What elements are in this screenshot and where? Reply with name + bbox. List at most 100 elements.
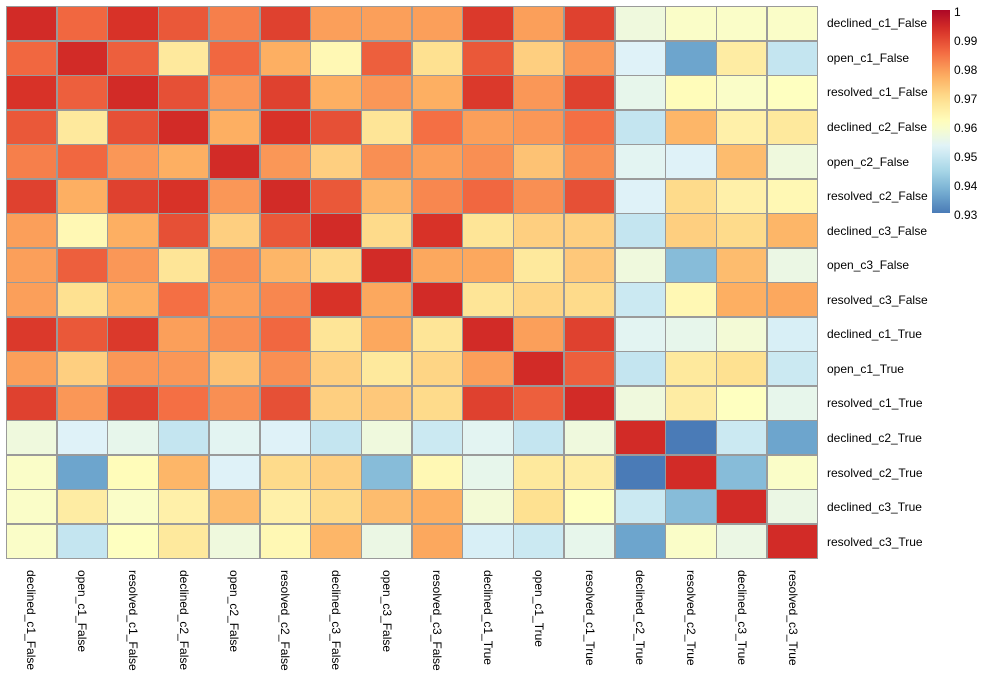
- heatmap-cell: [615, 7, 665, 41]
- heatmap-cell: [57, 7, 107, 41]
- heatmap-cell: [615, 386, 665, 420]
- heatmap-cell: [209, 455, 260, 489]
- heatmap-cell: [311, 7, 361, 41]
- heatmap-cell: [362, 455, 412, 489]
- heatmap-cell: [412, 352, 462, 386]
- heatmap-cell: [159, 524, 209, 558]
- row-label: open_c3_False: [827, 258, 910, 273]
- row-label: resolved_c1_True: [827, 396, 923, 411]
- heatmap-cell: [412, 283, 462, 317]
- heatmap-cell: [514, 214, 564, 248]
- heatmap-cell: [564, 352, 615, 386]
- row-label: declined_c3_False: [827, 223, 928, 238]
- heatmap-cell: [564, 490, 615, 524]
- heatmap-cell: [564, 110, 615, 144]
- heatmap-cell: [362, 490, 412, 524]
- row-label: declined_c2_True: [827, 431, 922, 446]
- heatmap-cell: [717, 386, 767, 420]
- heatmap-cell: [7, 76, 57, 110]
- heatmap-cell: [463, 145, 513, 179]
- row-label: resolved_c1_False: [827, 85, 928, 100]
- colorbar-tick-label: 0.94: [954, 179, 978, 193]
- heatmap-cell: [615, 248, 665, 282]
- heatmap-cell: [7, 524, 57, 558]
- heatmap-cell: [514, 41, 564, 75]
- heatmap-cell: [362, 41, 412, 75]
- heatmap-cell: [412, 524, 462, 558]
- column-label: declined_c3_True: [734, 570, 749, 665]
- column-label-slot: open_c1_False: [57, 568, 108, 686]
- heatmap-cell: [767, 421, 817, 455]
- heatmap-cell: [108, 421, 158, 455]
- heatmap-cell: [108, 76, 158, 110]
- heatmap-cell: [412, 248, 462, 282]
- heatmap-cell: [717, 248, 767, 282]
- heatmap-grid: [6, 6, 818, 559]
- heatmap-cell: [7, 248, 57, 282]
- heatmap-cell: [717, 76, 767, 110]
- heatmap-cell: [108, 145, 158, 179]
- colorbar-tick-label: 0.97: [954, 92, 978, 106]
- heatmap-cell: [311, 214, 361, 248]
- row-labels: declined_c1_False open_c1_False resolved_c…: [827, 6, 942, 559]
- heatmap-cell: [514, 455, 564, 489]
- heatmap-cell: [209, 386, 260, 420]
- heatmap-cell: [311, 421, 361, 455]
- heatmap-cell: [57, 386, 107, 420]
- heatmap-cell: [108, 317, 158, 351]
- heatmap-cell: [362, 7, 412, 41]
- heatmap-cell: [159, 455, 209, 489]
- heatmap-cell: [159, 421, 209, 455]
- heatmap-cell: [108, 7, 158, 41]
- column-label: resolved_c3_False: [430, 570, 445, 671]
- heatmap-cell: [666, 41, 716, 75]
- heatmap-cell: [362, 386, 412, 420]
- heatmap-cell: [57, 317, 107, 351]
- heatmap-cell: [463, 179, 513, 213]
- heatmap-cell: [311, 248, 361, 282]
- heatmap-cell: [311, 524, 361, 558]
- heatmap-cell: [412, 386, 462, 420]
- heatmap-cell: [666, 248, 716, 282]
- heatmap-cell: [463, 110, 513, 144]
- heatmap-cell: [57, 145, 107, 179]
- heatmap-cell: [463, 421, 513, 455]
- heatmap-cell: [412, 7, 462, 41]
- heatmap-cell: [57, 490, 107, 524]
- heatmap-cell: [666, 386, 716, 420]
- heatmap-cell: [615, 76, 665, 110]
- heatmap-cell: [564, 179, 615, 213]
- heatmap-cell: [7, 41, 57, 75]
- row-label: declined_c1_False: [827, 16, 928, 31]
- heatmap-cell: [159, 490, 209, 524]
- heatmap-cell: [260, 248, 310, 282]
- heatmap-cell: [7, 110, 57, 144]
- heatmap-cell: [666, 76, 716, 110]
- heatmap-cell: [260, 352, 310, 386]
- heatmap-cell: [666, 110, 716, 144]
- heatmap-cell: [717, 490, 767, 524]
- heatmap-cell: [209, 214, 260, 248]
- colorbar-tick-label: 0.93: [954, 208, 978, 222]
- heatmap-cell: [717, 421, 767, 455]
- heatmap-cell: [57, 110, 107, 144]
- column-label-slot: resolved_c1_False: [108, 568, 159, 686]
- heatmap-cell: [57, 283, 107, 317]
- heatmap-cell: [362, 214, 412, 248]
- heatmap-cell: [362, 283, 412, 317]
- heatmap-cell: [108, 283, 158, 317]
- heatmap-cell: [260, 317, 310, 351]
- heatmap-cell: [666, 7, 716, 41]
- heatmap-cell: [463, 386, 513, 420]
- heatmap-cell: [717, 179, 767, 213]
- heatmap-cell: [7, 317, 57, 351]
- heatmap-cell: [615, 490, 665, 524]
- heatmap-cell: [159, 110, 209, 144]
- row-label: resolved_c3_False: [827, 292, 928, 307]
- heatmap-cell: [514, 76, 564, 110]
- heatmap-cell: [311, 179, 361, 213]
- heatmap-cell: [767, 145, 817, 179]
- heatmap-cell: [260, 524, 310, 558]
- heatmap-cell: [615, 214, 665, 248]
